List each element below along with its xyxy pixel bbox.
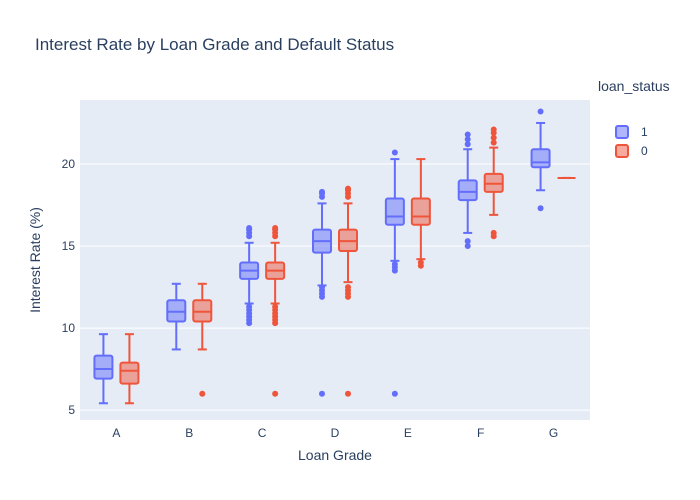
box-layer bbox=[93, 108, 576, 405]
plot-area bbox=[80, 100, 590, 420]
outlier-point bbox=[490, 139, 497, 146]
x-tick-label: E bbox=[404, 426, 412, 440]
box-1-E bbox=[384, 149, 405, 397]
box-1-A bbox=[93, 333, 114, 405]
outlier-point bbox=[490, 126, 497, 133]
outlier-point bbox=[345, 185, 351, 192]
box-iqr bbox=[384, 197, 405, 226]
outlier-point bbox=[319, 188, 325, 195]
x-tick-label: C bbox=[258, 426, 267, 440]
box-0-C bbox=[265, 225, 286, 397]
x-tick-label: D bbox=[331, 426, 340, 440]
box-1-D bbox=[312, 188, 332, 397]
outlier-point bbox=[464, 136, 471, 143]
x-tick-label: G bbox=[549, 426, 558, 440]
box-1-G bbox=[530, 108, 551, 212]
y-axis-title: Interest Rate (%) bbox=[27, 207, 43, 313]
outlier-point bbox=[345, 390, 351, 397]
x-tick-label: A bbox=[112, 426, 120, 440]
outlier-point bbox=[272, 225, 279, 231]
box-iqr bbox=[93, 354, 114, 380]
outlier-point bbox=[464, 243, 471, 250]
outlier-point bbox=[464, 238, 471, 245]
outlier-point bbox=[490, 229, 497, 236]
box-1-B bbox=[166, 282, 187, 351]
outlier-point bbox=[272, 303, 279, 310]
legend-swatch-0 bbox=[615, 144, 629, 158]
x-tick-label: F bbox=[477, 426, 484, 440]
outlier-point bbox=[345, 284, 351, 291]
outlier-point bbox=[246, 225, 253, 231]
outlier-point bbox=[199, 390, 206, 397]
y-tick-label: 10 bbox=[62, 321, 76, 335]
legend-title: loan_status bbox=[598, 78, 670, 94]
grid-lines bbox=[80, 163, 590, 411]
legend-swatch-1 bbox=[615, 125, 629, 139]
box-0-E bbox=[410, 158, 431, 269]
box-iqr bbox=[410, 197, 431, 226]
outlier-point bbox=[246, 303, 253, 310]
box-1-C bbox=[239, 225, 260, 327]
box-0-F bbox=[483, 126, 504, 240]
x-tick-label: B bbox=[185, 426, 193, 440]
y-tick-label: 15 bbox=[62, 239, 76, 253]
x-axis-title: Loan Grade bbox=[298, 447, 372, 463]
y-tick-label: 5 bbox=[68, 403, 75, 417]
legend-label-1: 1 bbox=[641, 125, 648, 139]
outlier-point bbox=[464, 131, 471, 138]
outlier-point bbox=[391, 261, 398, 268]
box-0-B bbox=[192, 282, 213, 397]
outlier-point bbox=[537, 108, 544, 115]
legend-label-0: 0 bbox=[641, 144, 648, 158]
outlier-point bbox=[272, 390, 279, 397]
outlier-point bbox=[319, 390, 325, 397]
outlier-point bbox=[490, 134, 497, 141]
box-0-D bbox=[338, 185, 358, 397]
box-0-A bbox=[119, 333, 140, 405]
box-iqr bbox=[530, 148, 551, 169]
box-iqr bbox=[457, 179, 478, 202]
y-tick-label: 20 bbox=[62, 157, 76, 171]
outlier-point bbox=[537, 205, 544, 212]
outlier-point bbox=[391, 390, 398, 397]
legend: loan_status 1 0 bbox=[598, 78, 670, 158]
outlier-point bbox=[464, 141, 471, 148]
axis-labels: 5 10 15 20 A B C D E F G bbox=[62, 157, 559, 440]
box-iqr bbox=[119, 361, 140, 385]
outlier-point bbox=[417, 259, 424, 266]
outlier-point bbox=[319, 284, 325, 291]
box-1-F bbox=[457, 131, 478, 250]
outlier-point bbox=[391, 149, 398, 156]
chart-title: Interest Rate by Loan Grade and Default … bbox=[35, 35, 394, 54]
